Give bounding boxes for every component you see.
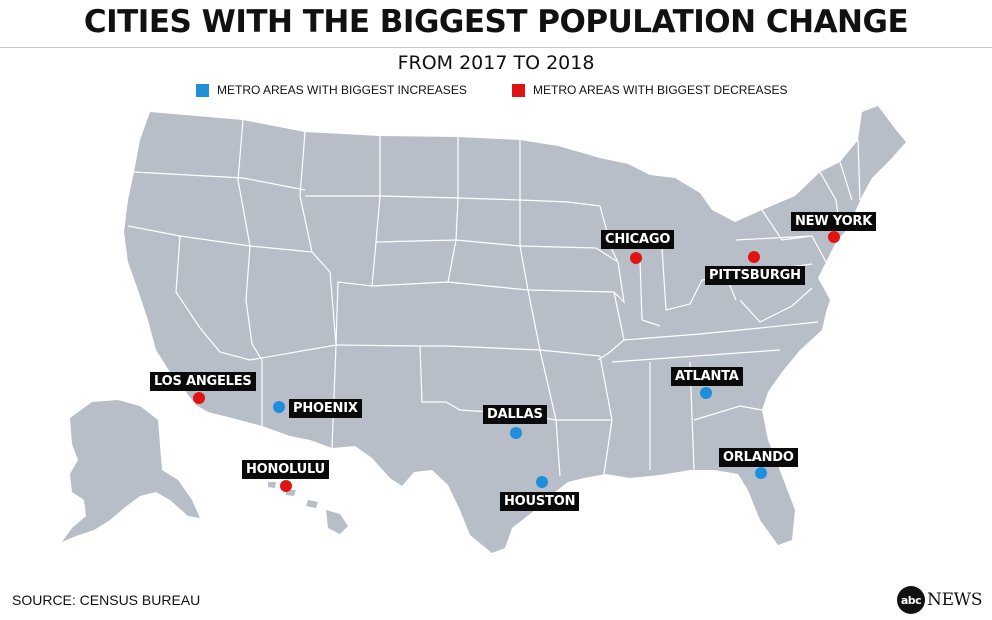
news-wordmark: NEWS <box>927 590 983 610</box>
label-dallas: DALLAS <box>483 405 547 424</box>
label-atlanta: ATLANTA <box>671 367 743 386</box>
page-title: CITIES WITH THE BIGGEST POPULATION CHANG… <box>83 4 909 40</box>
label-new-york: NEW YORK <box>791 212 877 231</box>
label-pittsburgh: PITTSBURGH <box>705 266 805 285</box>
legend-increase-label: METRO AREAS WITH BIGGEST INCREASES <box>217 83 467 97</box>
legend-increase: METRO AREAS WITH BIGGEST INCREASES <box>196 82 467 98</box>
city-dot-houston <box>536 476 548 488</box>
label-phoenix: PHOENIX <box>289 399 362 418</box>
legend-decrease-label: METRO AREAS WITH BIGGEST DECREASES <box>533 83 788 97</box>
city-dot-new-york <box>828 231 840 243</box>
contiguous-us-shape <box>124 106 906 553</box>
hawaii-kauai <box>268 482 276 488</box>
label-houston: HOUSTON <box>500 492 580 511</box>
label-honolulu: HONOLULU <box>242 460 330 479</box>
label-los-angeles: LOS ANGELES <box>150 372 256 391</box>
label-orlando: ORLANDO <box>719 448 798 467</box>
label-chicago: CHICAGO <box>601 230 675 249</box>
city-dot-honolulu <box>280 480 292 492</box>
abc-news-logo: abc NEWS <box>897 586 983 614</box>
title-divider <box>0 47 992 48</box>
source-note: SOURCE: CENSUS BUREAU <box>12 592 201 608</box>
hawaii-oahu <box>286 490 296 496</box>
increase-swatch <box>196 83 209 97</box>
legend-decrease: METRO AREAS WITH BIGGEST DECREASES <box>512 82 788 98</box>
city-dot-phoenix <box>273 401 285 413</box>
city-dot-orlando <box>755 467 767 479</box>
decrease-swatch <box>512 83 525 97</box>
city-dot-chicago <box>630 252 642 264</box>
city-dot-atlanta <box>700 387 712 399</box>
city-dot-dallas <box>510 427 522 439</box>
city-dot-pittsburgh <box>748 251 760 263</box>
hawaii-big-island <box>326 510 348 534</box>
page-subtitle: FROM 2017 TO 2018 <box>397 52 595 74</box>
city-dot-los-angeles <box>193 392 205 404</box>
hawaii-maui <box>306 500 318 508</box>
abc-logo-circle: abc <box>897 586 925 614</box>
alaska-shape <box>62 400 200 542</box>
